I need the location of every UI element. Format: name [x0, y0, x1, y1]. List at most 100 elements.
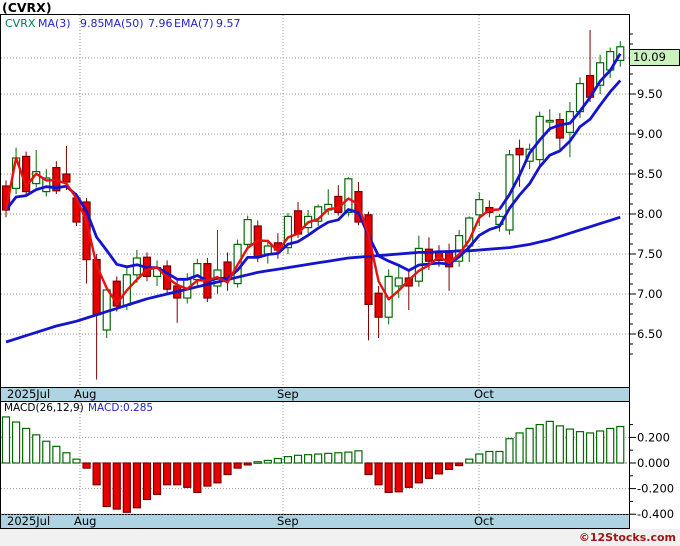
macd-bar-up — [555, 425, 564, 464]
macd-tick-label: -0.400 — [637, 507, 674, 521]
month-label-2025Jul: 2025Jul — [7, 514, 50, 528]
macd-indicator-label: MACD(26,12,9) — [4, 402, 84, 414]
macd-bar-down — [223, 462, 232, 476]
macd-bar-down — [183, 462, 192, 488]
macd-bar-down — [203, 462, 212, 487]
candle-body — [243, 219, 252, 246]
candle-body — [555, 118, 564, 139]
page-title: (CVRX) — [2, 0, 52, 15]
macd-bar-up — [1, 416, 11, 464]
macd-bar-up — [515, 432, 524, 464]
legend-ema7-label: EMA(7) — [174, 17, 214, 30]
ma3-line — [4, 156, 500, 305]
macd-bar-up — [263, 459, 272, 464]
candle-body — [596, 62, 605, 86]
ma50-line — [5, 215, 621, 344]
macd-bar-up — [62, 452, 71, 464]
candle-body — [616, 46, 625, 61]
candle-body — [42, 177, 51, 193]
macd-bar-up — [52, 445, 61, 464]
candle-body — [424, 248, 434, 262]
price-tick-label: 8.50 — [637, 167, 663, 181]
macd-indicator-value: MACD:0.285 — [88, 402, 154, 414]
month-label-Oct: Oct — [474, 387, 494, 401]
macd-bar-down — [384, 462, 393, 494]
macd-bar-down — [364, 462, 373, 476]
macd-bar-up — [354, 450, 363, 464]
price-panel-frame — [0, 14, 630, 388]
candle-body — [344, 178, 353, 214]
macd-bar-up — [283, 456, 293, 464]
macd-bar-up — [485, 450, 494, 464]
legend-ma50-label: MA(50) — [104, 17, 144, 30]
candle-body — [475, 199, 484, 216]
price-tick-label: 9.00 — [637, 127, 663, 141]
price-tick-label: 6.50 — [637, 327, 663, 341]
candle-body — [394, 277, 403, 287]
watermark-credit: ©12Stocks.com — [0, 529, 680, 546]
macd-bar-up — [565, 428, 575, 464]
candle-body — [545, 119, 554, 123]
legend-ma3-value: 9.85 — [80, 17, 105, 30]
macd-bar-down — [92, 462, 101, 486]
macd-bar-down — [102, 462, 111, 508]
macd-bar-up — [525, 427, 534, 464]
macd-bar-down — [434, 462, 444, 475]
month-label-Oct: Oct — [474, 514, 494, 528]
macd-bar-down — [374, 462, 383, 486]
macd-bar-up — [575, 431, 585, 464]
price-tick-label: 8.00 — [637, 207, 663, 221]
macd-bar-up — [596, 430, 605, 464]
candle-body — [263, 245, 272, 255]
macd-tick-label: 0.200 — [637, 430, 670, 444]
macd-tick-label: -0.200 — [637, 482, 674, 496]
macd-bar-down — [132, 462, 142, 509]
macd-bar-down — [404, 462, 413, 488]
macd-bar-down — [394, 462, 403, 493]
macd-bar-down — [414, 462, 423, 484]
macd-bar-down — [163, 462, 172, 486]
macd-bar-down — [152, 462, 162, 495]
macd-bar-up — [585, 432, 595, 464]
macd-bar-up — [344, 451, 353, 464]
price-tick-label: 9.50 — [637, 87, 663, 101]
candle-body — [283, 215, 293, 249]
macd-bar-up — [253, 461, 262, 464]
macd-bar-up — [22, 427, 31, 464]
macd-bar-down — [193, 462, 202, 494]
macd-bar-down — [122, 462, 131, 513]
candle-body — [364, 214, 373, 306]
macd-bar-down — [82, 462, 91, 469]
legend-symbol: CVRX — [5, 17, 36, 30]
candle-body — [62, 173, 71, 183]
macd-bar-up — [293, 454, 303, 464]
macd-bar-up — [304, 454, 313, 464]
macd-bar-down — [243, 462, 252, 466]
macd-bar-up — [72, 458, 81, 464]
month-label-Aug: Aug — [74, 387, 96, 401]
macd-bar-up — [495, 450, 504, 464]
month-label-Sep: Sep — [277, 514, 299, 528]
macd-bar-down — [444, 462, 454, 471]
macd-bar-up — [314, 453, 323, 464]
macd-bar-down — [424, 462, 434, 479]
macd-bar-up — [465, 458, 474, 464]
candle-body — [112, 280, 121, 307]
macd-bar-up — [475, 453, 484, 464]
macd-bar-up — [273, 457, 282, 464]
legend-ma50-value: 7.96 — [148, 17, 173, 30]
macd-tick-label: 0.000 — [637, 456, 670, 470]
ma3-line-late — [498, 52, 622, 211]
macd-bar-up — [606, 427, 615, 464]
macd-bar-up — [11, 421, 21, 464]
price-tick-label: 7.00 — [637, 287, 663, 301]
macd-bar-up — [545, 420, 554, 464]
legend-ema7-value: 9.57 — [216, 17, 241, 30]
price-tick-label: 7.50 — [637, 247, 663, 261]
macd-bar-down — [455, 462, 464, 467]
candle-body — [374, 292, 383, 318]
month-label-Sep: Sep — [277, 387, 299, 401]
month-strip-bottom — [0, 514, 630, 529]
candle-body — [82, 201, 91, 261]
